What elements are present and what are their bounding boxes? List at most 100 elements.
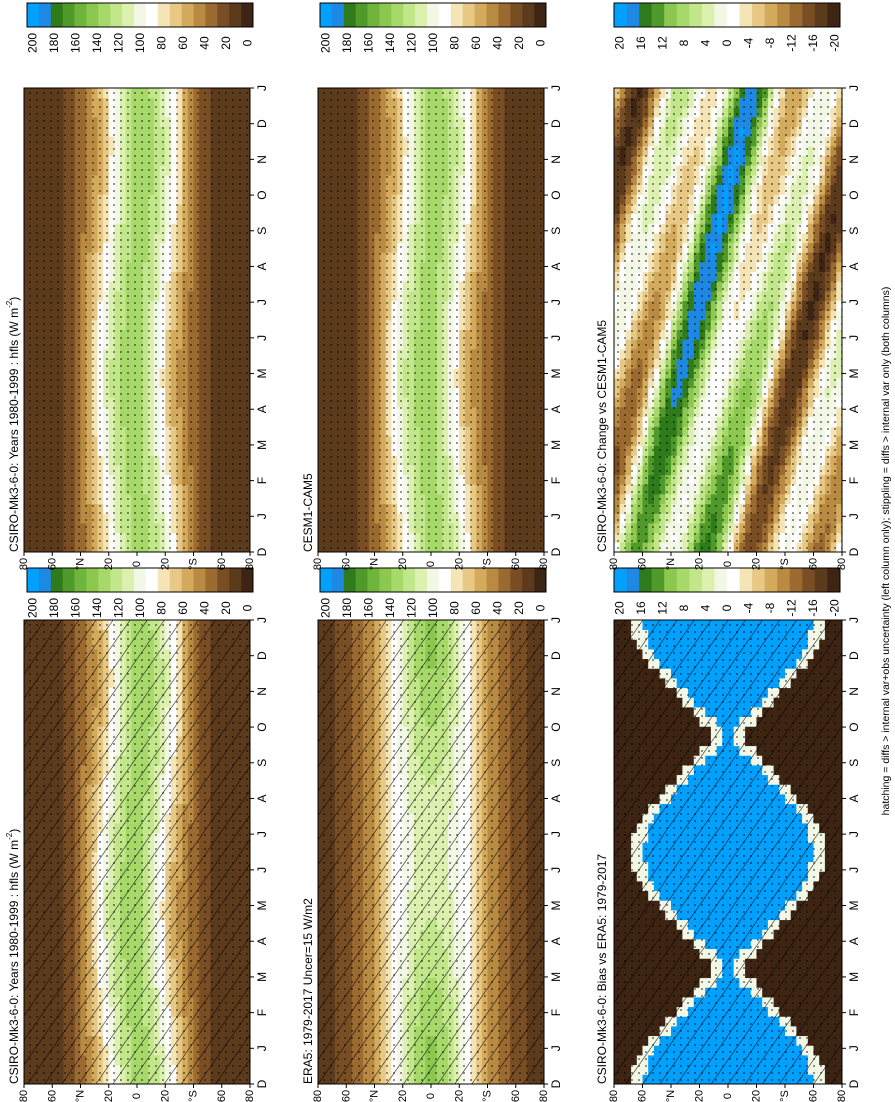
month-tick-label: N	[549, 687, 563, 696]
month-tick-label: J	[549, 867, 563, 873]
colorbar-swatch	[415, 568, 428, 592]
colorbar-tick-label: 0	[240, 604, 254, 611]
colorbar-tick-label: 60	[176, 601, 190, 615]
month-tick-label: O	[255, 722, 269, 731]
month-tick-label: J	[549, 1045, 563, 1051]
colorbar-tick-label: 60	[469, 601, 483, 615]
colorbar-tick-label: 180	[47, 598, 61, 618]
colorbar-tick-label: 120	[112, 598, 126, 618]
month-tick-label: J	[549, 831, 563, 837]
colorbar: 200 180 160 140 120 100 80 60 40 20 0	[26, 567, 254, 618]
lat-tick-label: 60	[340, 1090, 352, 1102]
lat-tick-label: °N	[369, 1090, 381, 1102]
colorbar-tick-label: 40	[197, 601, 211, 615]
colorbar-tick-label: 20	[219, 601, 233, 615]
colorbar-swatch	[534, 568, 547, 592]
colorbar-swatch	[320, 568, 333, 592]
lat-tick-label: 60	[510, 1090, 522, 1102]
colorbar-tick-label: 100	[133, 598, 147, 618]
month-tick-label: D	[549, 651, 563, 660]
month-tick-label: M	[255, 901, 269, 911]
colorbar-swatch	[169, 568, 182, 592]
colorbar-swatch	[438, 568, 452, 592]
colorbar-swatch	[181, 568, 194, 592]
month-tick-label: A	[549, 794, 563, 802]
colorbar-swatch	[498, 568, 511, 592]
colorbar-frame	[26, 567, 254, 593]
colorbar-swatch	[331, 568, 345, 592]
month-tick-label: A	[549, 937, 563, 945]
colorbar-tick-label: 40	[490, 601, 504, 615]
month-tick-label: S	[255, 759, 269, 767]
colorbar-swatch	[229, 568, 242, 592]
colorbar-tick-label: 20	[512, 601, 526, 615]
stippling-overlay	[24, 620, 250, 1084]
month-tick-label: D	[255, 1079, 269, 1088]
month-tick-label: J	[255, 1045, 269, 1051]
panel-title-main: ERA5: 1979-2017 Uncer=15 W/m2	[301, 898, 315, 1084]
month-tick-label: O	[549, 722, 563, 731]
month-tick-label: N	[255, 687, 269, 696]
lat-tick-label: 60	[46, 1090, 58, 1102]
lat-tick-label: 80	[18, 1090, 30, 1102]
colorbar-swatch	[343, 568, 356, 592]
lat-tick-label: 20	[397, 1090, 409, 1102]
colorbar-tick-label: 80	[447, 601, 461, 615]
colorbar-swatch	[38, 568, 52, 592]
colorbar-swatch	[241, 568, 254, 592]
panel-title: ERA5: 1979-2017 Uncer=15 W/m2	[301, 898, 315, 1084]
colorbar-swatch	[205, 568, 218, 592]
colorbar-swatch	[379, 568, 392, 592]
colorbar-tick-label: 180	[340, 598, 354, 618]
lat-tick-label: 20	[103, 1090, 115, 1102]
colorbar-tick-label: 200	[319, 598, 333, 618]
lat-tick-label: 20	[453, 1090, 465, 1102]
month-tick-label: J	[549, 617, 563, 623]
colorbar-tick-label: 140	[383, 598, 397, 618]
month-tick-label: M	[549, 901, 563, 911]
panel-title-main: CSIRO-Mk3-6-0: Years 1980-1999 : hfls (W…	[7, 840, 21, 1084]
lat-tick-label: 80	[538, 1090, 550, 1102]
lat-tick-label: 80	[312, 1090, 324, 1102]
month-tick-label: A	[255, 794, 269, 802]
colorbar-swatch	[510, 568, 523, 592]
lat-tick-label: 0	[131, 1093, 143, 1099]
colorbar-swatch	[427, 568, 440, 592]
colorbar-swatch	[474, 568, 487, 592]
month-tick-label: J	[255, 617, 269, 623]
month-tick-label: M	[255, 972, 269, 982]
colorbar: 200 180 160 140 120 100 80 60 40 20 0	[319, 567, 547, 618]
colorbar-swatch	[450, 568, 464, 592]
colorbar-swatch	[403, 568, 416, 592]
panel-title: CSIRO-Mk3-6-0: Years 1980-1999 : hfls (W…	[5, 829, 21, 1084]
colorbar-swatch	[217, 568, 230, 592]
colorbar-swatch	[122, 568, 135, 592]
month-tick-label: A	[255, 937, 269, 945]
colorbar-tick-label: 100	[426, 598, 440, 618]
colorbar-tick-label: 160	[69, 598, 83, 618]
colorbar-tick-label: 140	[90, 598, 104, 618]
month-tick-label: J	[255, 831, 269, 837]
lat-tick-label: 20	[159, 1090, 171, 1102]
colorbar-swatch	[462, 568, 475, 592]
colorbar-swatch	[391, 568, 404, 592]
colorbar-swatch	[367, 568, 380, 592]
colorbar-swatch	[157, 568, 171, 592]
colorbar-swatch	[145, 568, 159, 592]
colorbar-swatch	[486, 568, 499, 592]
lat-tick-label: °S	[482, 1090, 494, 1102]
stippling-overlay	[318, 620, 544, 1084]
colorbar-swatch	[522, 568, 535, 592]
colorbar-tick-label: 160	[362, 598, 376, 618]
lat-tick-label: 60	[216, 1090, 228, 1102]
colorbar-swatch	[355, 568, 368, 592]
colorbar-swatch	[86, 568, 99, 592]
month-tick-label: M	[549, 972, 563, 982]
lat-tick-label: °S	[188, 1090, 200, 1102]
colorbar-swatch	[98, 568, 111, 592]
panel-title-end: )	[7, 829, 21, 833]
colorbar-swatch	[62, 568, 75, 592]
lat-tick-label: 80	[244, 1090, 256, 1102]
month-tick-label: S	[549, 759, 563, 767]
